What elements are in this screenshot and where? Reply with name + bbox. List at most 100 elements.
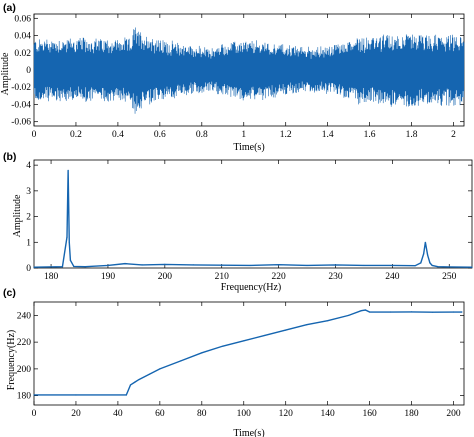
panel-c-plot-area <box>33 309 463 396</box>
data-point <box>138 378 140 381</box>
y-tick-label: -0.06 <box>11 118 31 128</box>
data-point <box>306 264 308 267</box>
x-tick-label: 60 <box>155 409 165 419</box>
y-tick-label: 0.02 <box>14 49 31 59</box>
y-tick-label: 3 <box>26 187 31 197</box>
panel-b-xlabel: Frequency(Hz) <box>221 282 282 293</box>
panel-c-label: (c) <box>3 287 16 299</box>
data-point <box>364 309 367 311</box>
panel-a-xlabel: Time(s) <box>233 142 264 153</box>
data-point <box>448 266 450 268</box>
data-point <box>278 264 280 266</box>
data-point <box>159 368 161 370</box>
panel-b: (b) Amplitude Frequency(Hz) 180 190 200 210… <box>3 151 473 293</box>
data-point <box>73 265 75 268</box>
data-point <box>124 263 126 265</box>
data-point <box>410 311 413 313</box>
y-tick-label: 180 <box>17 392 32 402</box>
panel-a: (a) Amplitude Time(s) 0 0.2 0.4 0.6 0.8 1 1.2 1… <box>0 2 465 153</box>
data-point <box>249 264 251 267</box>
data-point <box>327 320 329 322</box>
x-tick-label: 1.8 <box>406 130 418 140</box>
panel-c-axes: 0 20 40 60 80 100 120 140 160 180 200 180 200 220 240 <box>17 301 465 419</box>
y-tick-label: 1 <box>26 238 31 248</box>
y-tick-label: 0 <box>26 264 31 274</box>
x-tick-label: 0.6 <box>154 130 166 140</box>
data-point <box>243 340 245 342</box>
data-point <box>334 264 337 266</box>
y-tick-label: 220 <box>17 338 32 348</box>
x-tick-label: 140 <box>321 409 336 419</box>
data-point <box>69 259 72 261</box>
data-point <box>414 265 416 267</box>
y-tick-label: 0 <box>26 66 31 76</box>
x-tick-label: 20 <box>71 409 81 419</box>
data-point <box>437 266 439 268</box>
data-point <box>423 253 425 255</box>
x-tick-label: 0 <box>32 409 37 419</box>
data-point <box>452 311 455 313</box>
panel-c: (c) Frequency(Hz) Time(s) 0 20 40 60 80 100 12… <box>3 287 465 437</box>
y-tick-label: 2 <box>26 213 31 223</box>
data-point <box>61 266 64 268</box>
data-point <box>431 311 434 313</box>
x-tick-label: 190 <box>101 272 116 282</box>
data-point <box>201 352 203 354</box>
data-point <box>369 311 371 313</box>
data-point <box>68 241 70 243</box>
data-point <box>427 254 429 256</box>
x-tick-label: 180 <box>44 272 59 282</box>
data-point <box>66 236 68 238</box>
x-tick-label: 180 <box>404 409 419 419</box>
y-tick-label: 0.04 <box>14 32 31 42</box>
x-tick-label: 210 <box>215 272 230 282</box>
data-point <box>125 394 127 396</box>
x-tick-label: 40 <box>113 409 123 419</box>
x-tick-label: 1 <box>241 130 246 140</box>
data-point <box>420 262 422 264</box>
x-tick-label: 0.8 <box>196 130 208 140</box>
data-point <box>84 266 86 268</box>
y-tick-label: 240 <box>17 311 32 321</box>
data-point <box>348 314 350 316</box>
y-tick-label: 0.06 <box>14 14 31 24</box>
data-point <box>67 169 69 171</box>
x-tick-label: 200 <box>158 272 173 282</box>
data-point <box>431 264 433 267</box>
data-point <box>148 373 150 375</box>
data-point <box>180 360 182 362</box>
data-point <box>461 311 463 313</box>
x-tick-label: 120 <box>279 409 294 419</box>
x-tick-label: 1.2 <box>280 130 292 140</box>
data-point <box>222 345 224 347</box>
data-point <box>33 266 35 268</box>
x-tick-label: 0 <box>32 130 37 140</box>
spectrum-line <box>33 170 473 268</box>
panel-b-label: (b) <box>3 151 16 163</box>
data-point <box>429 262 431 264</box>
data-point <box>264 334 266 337</box>
data-point <box>164 263 166 265</box>
data-point <box>141 264 143 266</box>
panel-b-plot-area <box>33 169 473 268</box>
x-tick-label: 230 <box>328 272 343 282</box>
x-tick-label: 0.2 <box>70 130 82 140</box>
frequency-line <box>34 309 462 396</box>
signal-waveform <box>33 27 465 114</box>
panel-a-ylabel: Amplitude <box>0 52 11 95</box>
panel-b-ylabel: Amplitude <box>12 194 23 237</box>
panel-a-plot-area <box>33 27 465 114</box>
y-tick-label: -0.02 <box>11 83 31 93</box>
x-tick-label: 200 <box>446 409 461 419</box>
panel-c-xlabel: Time(s) <box>233 428 264 437</box>
panel-a-label: (a) <box>3 2 16 14</box>
panel-a-axes: 0 0.2 0.4 0.6 0.8 1 1.2 1.4 1.6 1.8 2 -0.06 -0.04 -0.… <box>11 13 465 140</box>
data-point <box>221 264 223 266</box>
x-tick-label: 80 <box>197 409 207 419</box>
panel-c-ylabel: Frequency(Hz) <box>6 330 17 391</box>
data-point <box>107 264 109 267</box>
x-tick-label: 100 <box>237 409 252 419</box>
data-point <box>424 241 426 243</box>
data-point <box>33 394 35 396</box>
